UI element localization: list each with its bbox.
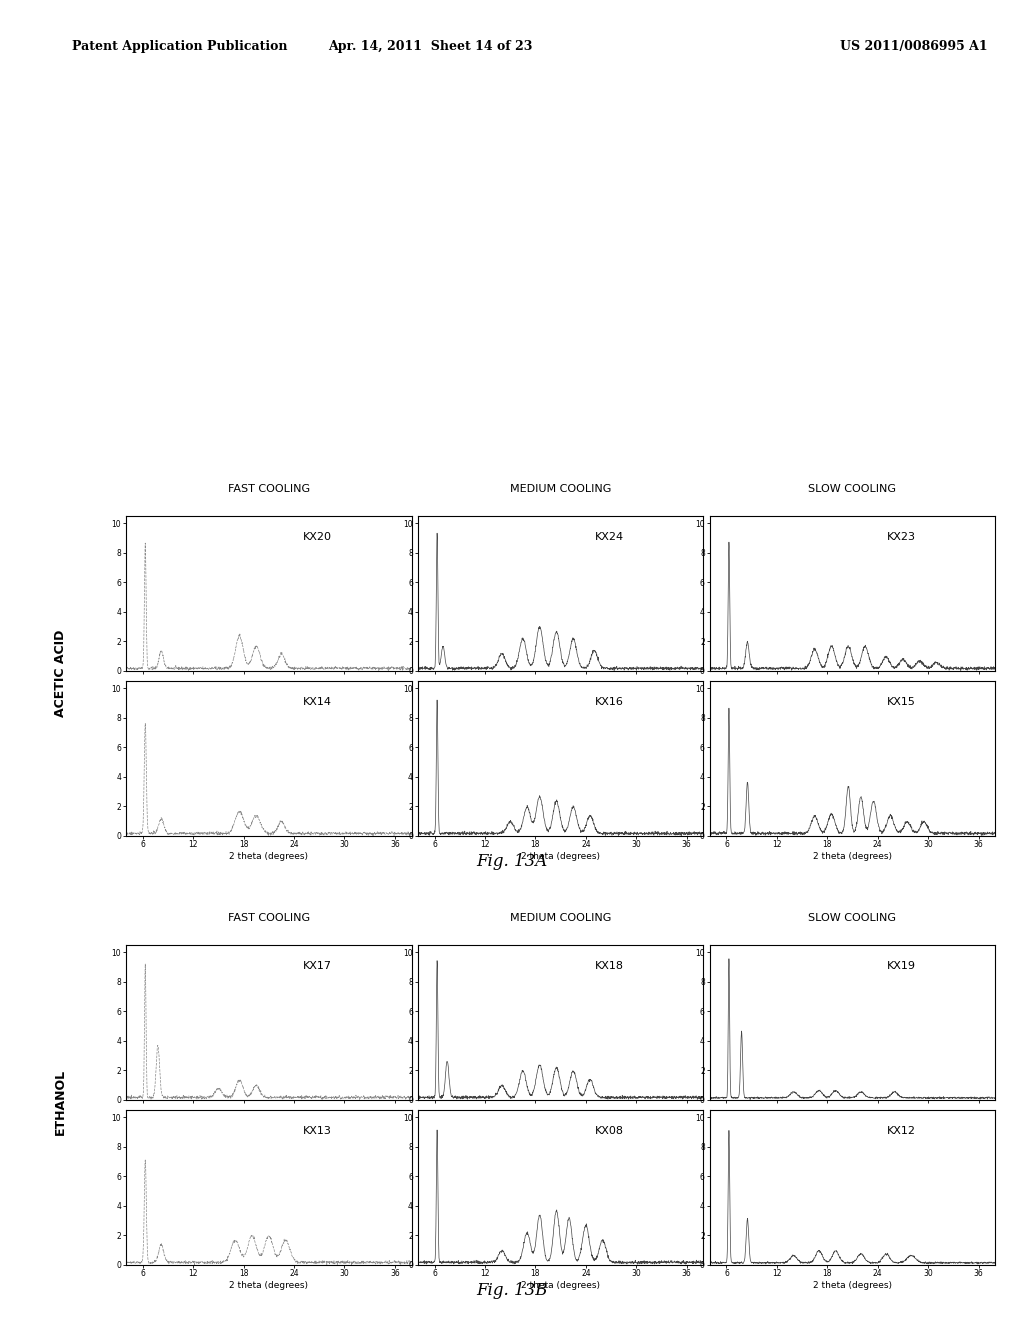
Text: ETHANOL: ETHANOL <box>54 1069 67 1135</box>
X-axis label: 2 theta (degrees): 2 theta (degrees) <box>813 853 892 861</box>
X-axis label: 2 theta (degrees): 2 theta (degrees) <box>229 1282 308 1290</box>
X-axis label: 2 theta (degrees): 2 theta (degrees) <box>521 1282 600 1290</box>
Text: Apr. 14, 2011  Sheet 14 of 23: Apr. 14, 2011 Sheet 14 of 23 <box>328 40 532 53</box>
X-axis label: 2 theta (degrees): 2 theta (degrees) <box>521 853 600 861</box>
Text: KX16: KX16 <box>595 697 624 706</box>
Text: KX24: KX24 <box>595 532 624 541</box>
Text: KX20: KX20 <box>303 532 332 541</box>
Text: KX23: KX23 <box>887 532 915 541</box>
Text: Fig. 13A: Fig. 13A <box>476 853 548 870</box>
Text: ACETIC ACID: ACETIC ACID <box>54 630 67 717</box>
Text: MEDIUM COOLING: MEDIUM COOLING <box>510 912 611 923</box>
Text: Patent Application Publication: Patent Application Publication <box>72 40 287 53</box>
Text: FAST COOLING: FAST COOLING <box>227 912 310 923</box>
Text: FAST COOLING: FAST COOLING <box>227 483 310 494</box>
Text: SLOW COOLING: SLOW COOLING <box>809 483 896 494</box>
Text: KX15: KX15 <box>887 697 915 706</box>
Text: KX19: KX19 <box>887 961 915 970</box>
X-axis label: 2 theta (degrees): 2 theta (degrees) <box>813 1282 892 1290</box>
Text: SLOW COOLING: SLOW COOLING <box>809 912 896 923</box>
Text: KX17: KX17 <box>303 961 332 970</box>
Text: KX08: KX08 <box>595 1126 624 1135</box>
Text: KX18: KX18 <box>595 961 624 970</box>
Text: Fig. 13B: Fig. 13B <box>476 1282 548 1299</box>
Text: KX14: KX14 <box>303 697 332 706</box>
X-axis label: 2 theta (degrees): 2 theta (degrees) <box>229 853 308 861</box>
Text: MEDIUM COOLING: MEDIUM COOLING <box>510 483 611 494</box>
Text: KX12: KX12 <box>887 1126 915 1135</box>
Text: KX13: KX13 <box>303 1126 332 1135</box>
Text: US 2011/0086995 A1: US 2011/0086995 A1 <box>840 40 987 53</box>
